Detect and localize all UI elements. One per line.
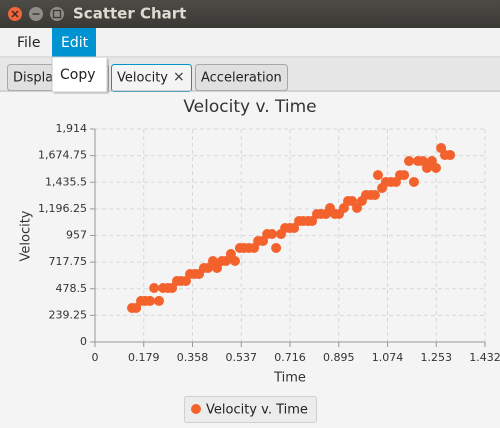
y-tick-label: 1,196.25	[38, 202, 87, 215]
point	[289, 223, 300, 234]
point	[369, 189, 380, 200]
x-tick-label: 1.074	[372, 351, 404, 364]
x-tick-label: 0.358	[177, 351, 209, 364]
point	[307, 216, 318, 227]
point	[404, 156, 415, 167]
point	[372, 170, 383, 181]
point	[271, 242, 282, 253]
point	[167, 283, 178, 294]
x-tick-label: 0.537	[226, 351, 258, 364]
legend-marker	[191, 404, 201, 414]
point	[347, 196, 358, 207]
chart: Velocity v. Time Time Velocity 0 239.25 47…	[19, 97, 500, 423]
legend-box	[184, 396, 317, 423]
y-tick-label: 1,674.75	[38, 149, 87, 162]
point	[408, 176, 419, 187]
y-tick-label: 239.25	[49, 308, 88, 321]
x-tick-label: 1.253	[421, 351, 453, 364]
y-axis-label: Velocity	[19, 210, 34, 261]
tab-label: Displa	[13, 71, 53, 86]
point	[203, 262, 214, 273]
point	[399, 170, 410, 181]
point	[131, 302, 142, 313]
point	[145, 295, 156, 306]
point	[149, 283, 160, 294]
legend-label: Velocity v. Time	[206, 403, 308, 418]
chart-title: Velocity v. Time	[183, 97, 316, 117]
y-tick-label: 957	[66, 229, 87, 242]
close-icon	[11, 10, 19, 18]
point	[229, 255, 240, 266]
point	[154, 295, 165, 306]
point	[421, 162, 432, 173]
y-tick-label: 478.5	[56, 282, 88, 295]
x-tick-label: 0.895	[323, 351, 355, 364]
y-tick-label: 717.75	[49, 255, 88, 268]
title-bar	[0, 0, 500, 28]
point	[445, 150, 456, 161]
window-title: Scatter Chart	[73, 5, 186, 23]
x-tick-label: 1.432	[469, 351, 500, 364]
menu-item[interactable]: Edit	[61, 35, 89, 51]
tab-label: Velocity	[117, 71, 168, 86]
dropdown-menu	[51, 56, 108, 93]
y-tick-label: 0	[80, 335, 87, 348]
x-tick-label: 0.179	[128, 351, 160, 364]
x-tick-label: 0.716	[274, 351, 306, 364]
x-tick-label: 0	[92, 351, 99, 364]
dropdown-item[interactable]: Copy	[60, 67, 96, 83]
legend: Velocity v. Time	[184, 396, 317, 423]
menu-item[interactable]: File	[17, 35, 40, 51]
x-axis-label: Time	[273, 371, 306, 386]
point	[212, 262, 223, 273]
point	[430, 162, 441, 173]
maximize-icon	[52, 9, 62, 19]
tab-close[interactable]: ×	[173, 69, 185, 85]
point	[267, 229, 278, 240]
tab-label: Acceleration	[201, 71, 282, 86]
y-tick-label: 1,435.5	[45, 175, 87, 188]
dropdown: Copy	[51, 56, 109, 94]
point	[351, 203, 362, 214]
point	[220, 255, 231, 266]
menu-highlight	[52, 28, 96, 57]
maximize-button[interactable]	[50, 7, 64, 21]
y-tick-label: 1,914	[56, 122, 88, 135]
